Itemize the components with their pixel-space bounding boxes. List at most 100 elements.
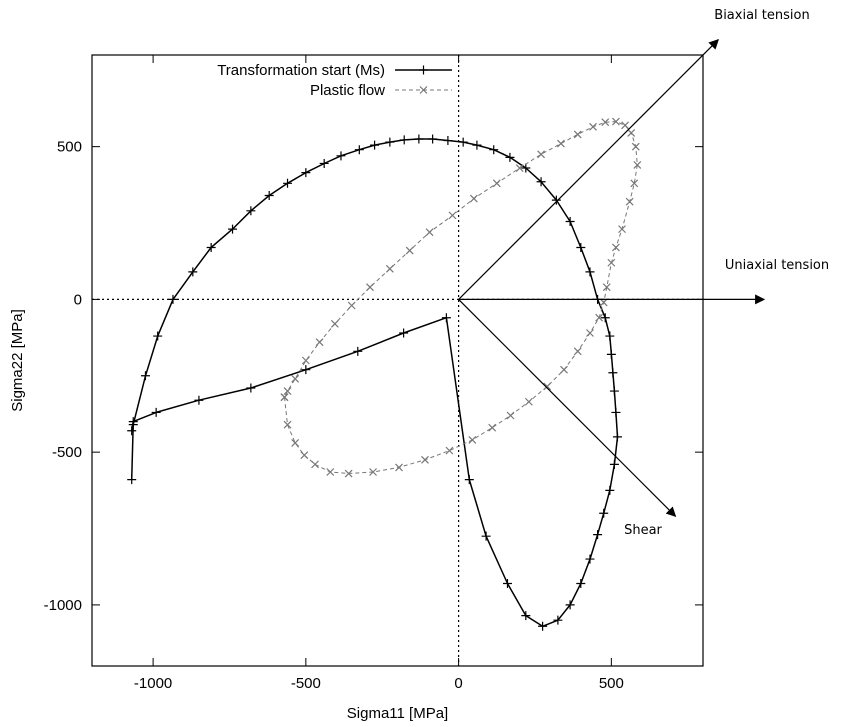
series-1-point [425,228,434,237]
series-1-point [291,374,300,383]
series-0-point [414,134,424,144]
series-0-point [168,294,178,304]
zero-lines [92,55,703,666]
series-1-point [283,420,292,429]
series-1-point [291,439,300,447]
series-0-point [151,407,161,417]
series-1-point [283,387,292,395]
series-0-point [441,313,451,323]
plot-frame [91,54,704,667]
series-1-point [625,197,634,206]
series-1-point [573,130,582,139]
series-0-point [553,615,563,625]
series-1-point [602,283,611,292]
series-1-point [595,313,604,322]
series-line-1 [284,121,638,474]
series-1-point [630,179,639,188]
legend-sample-marker-1 [419,86,428,94]
series-0-point [611,407,621,417]
series-0-point [264,191,274,201]
arrow-2 [458,298,677,518]
series-1-point [627,128,636,137]
series-0-point [206,242,216,252]
series-0-point [128,417,138,427]
arrow-0 [458,39,719,300]
series-0-point [576,242,586,252]
series-1-point [448,211,457,220]
series-0-point [228,224,238,234]
series-0-point [127,475,137,485]
y-tick-label: -500 [52,444,82,461]
legend-label-transformation-start: Transformation start (Ms) [217,62,385,79]
series-0-point [489,145,499,155]
series-1-point [395,463,403,472]
series-1-point [524,397,533,406]
y-tick-label: 500 [57,139,82,156]
series-0-point [521,611,531,621]
series-0-point [599,508,609,518]
series-0-point [246,383,256,393]
series-0-point [612,432,622,442]
x-tick-label: -500 [291,675,321,692]
series-0-point [593,530,603,540]
series-1-point [445,446,454,455]
legend-sample-marker-0 [419,65,428,75]
series-0-point [127,426,137,436]
series-0-point [443,136,453,146]
arrow-label-2: Shear [624,523,662,538]
series-0-point [609,386,619,396]
series-0-point [605,485,615,495]
series-0-point [428,134,438,144]
x-tick-label: 0 [454,675,462,692]
series-0-point [354,145,364,155]
series-0-point [472,140,482,150]
series-1-point [618,225,626,234]
series-1-point [631,142,640,151]
series-0-point [140,371,150,381]
series-0-point [370,140,380,150]
series-0-point [536,177,546,187]
x-axis-title: Sigma11 [MPa] [347,705,448,722]
series-0-point [399,135,409,145]
series-1-point [315,338,324,347]
series-0-point [585,267,595,277]
series-0-point [458,137,468,147]
series-0-point [188,267,198,277]
series-1-point [326,468,335,476]
series-1-point [589,122,597,131]
series-0-point [609,459,619,469]
series-1-point [488,423,497,432]
series-1-point [469,194,478,203]
series-1-point [280,393,289,402]
series-0-point [502,579,512,589]
series-1-point [586,329,594,337]
series-0-point [464,475,474,485]
series-1-point [385,264,394,273]
series-0-point [481,531,491,541]
series-0-point [246,206,256,216]
series-1-point [612,243,620,252]
series-0-point [521,163,531,173]
series-0-point [336,151,346,161]
series-0-point [153,331,163,341]
series-1 [280,117,642,478]
series-1-point [330,319,339,328]
series-1-point [601,118,610,127]
series-0-point [194,395,204,405]
series-0-point [283,178,293,188]
series-0-point [585,554,595,564]
series-1-point [506,411,515,420]
series-layer [127,117,642,631]
series-0-point [565,216,575,226]
series-1-point [557,139,565,148]
series-1-point [311,460,319,469]
legend: Transformation start (Ms) Plastic flow [217,62,452,99]
series-1-point [612,117,620,126]
series-0-point [385,137,395,147]
legend-label-plastic-flow: Plastic flow [310,82,385,99]
series-1-point [543,382,552,391]
series-1-point [573,347,582,356]
series-1-point [468,436,477,444]
series-0-point [353,346,363,356]
